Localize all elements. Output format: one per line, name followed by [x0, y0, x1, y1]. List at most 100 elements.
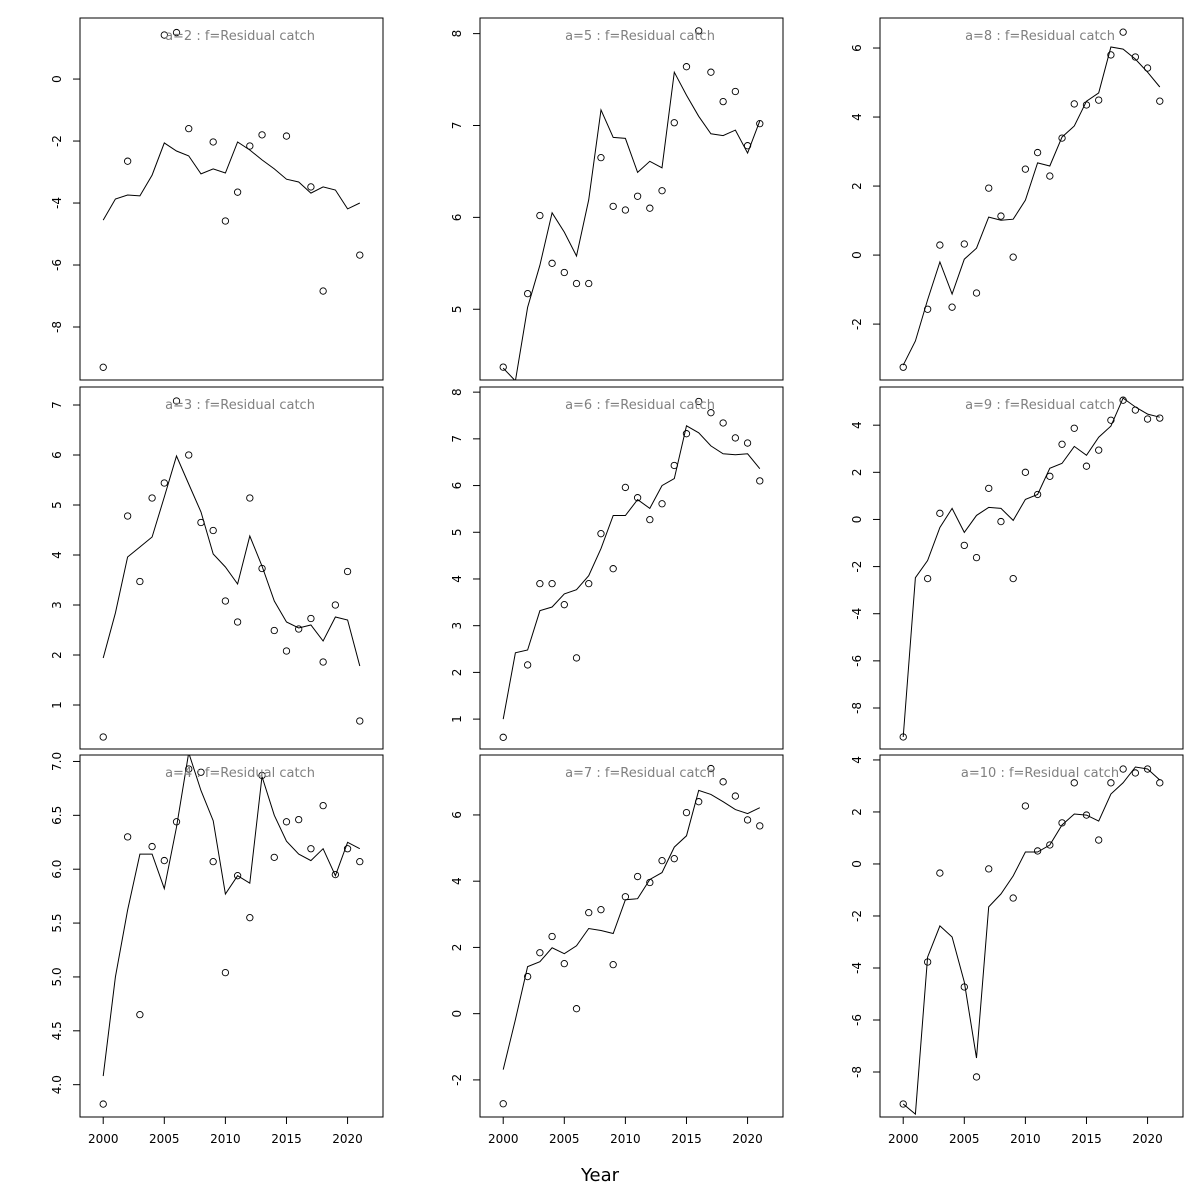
- observed-point: [1021, 802, 1030, 810]
- y-tick-label: 2: [50, 651, 64, 659]
- observed-point: [743, 439, 752, 447]
- observed-point: [523, 289, 532, 298]
- observed-point: [209, 526, 217, 535]
- panel-4: a=5 : f=Residual catch 5 6 7 8: [450, 17, 784, 381]
- observed-point: [560, 601, 568, 609]
- observed-point: [523, 972, 532, 981]
- observed-point: [548, 259, 556, 267]
- observed-point: [270, 626, 278, 635]
- observed-point: [572, 1005, 581, 1013]
- observed-point: [356, 858, 364, 866]
- observed-point: [197, 518, 205, 527]
- observed-point: [972, 289, 981, 297]
- y-tick-label: -8: [850, 1066, 864, 1078]
- observed-point: [1095, 446, 1103, 454]
- observed-point: [1009, 894, 1017, 902]
- fitted-line: [102, 141, 361, 221]
- observed-point: [123, 833, 132, 841]
- x-tick-label: 2010: [210, 1132, 241, 1146]
- observed-point: [1131, 769, 1140, 777]
- panel-8: a=9 : f=Residual catch -8 -6 -4 -2 0 2 4: [850, 386, 1184, 750]
- observed-point: [923, 958, 932, 966]
- y-tick-label: -4: [50, 197, 64, 209]
- observed-point: [331, 601, 340, 609]
- observed-point: [233, 188, 242, 196]
- observed-point: [585, 279, 593, 288]
- x-tick-label: 2010: [610, 1132, 641, 1146]
- observed-point: [221, 597, 230, 605]
- observed-point: [209, 858, 217, 866]
- y-tick-label: 3: [450, 622, 464, 630]
- x-tick-label: 2015: [271, 1132, 302, 1146]
- observed-point: [295, 815, 303, 824]
- y-tick-label: -6: [850, 1014, 864, 1026]
- observed-point: [1119, 765, 1127, 773]
- observed-point: [160, 479, 168, 487]
- observed-point: [646, 878, 654, 887]
- observed-point: [899, 1100, 907, 1108]
- observed-point: [972, 553, 981, 562]
- y-tick-label: 1: [450, 715, 464, 723]
- observed-point: [707, 764, 715, 773]
- panel-title: a=7 : f=Residual catch: [565, 766, 715, 781]
- observed-point: [1021, 165, 1030, 173]
- observed-point: [1082, 811, 1091, 819]
- x-tick-label: 2015: [1071, 1132, 1102, 1146]
- observed-point: [1058, 134, 1066, 142]
- observed-point: [731, 87, 740, 96]
- observed-point: [1131, 53, 1140, 61]
- observed-point: [185, 765, 193, 773]
- observed-point: [997, 517, 1005, 526]
- y-tick-label: 8: [450, 30, 464, 38]
- observed-point: [185, 124, 193, 133]
- y-tick-label: 4: [850, 756, 864, 764]
- observed-point: [719, 778, 727, 786]
- observed-point: [1046, 172, 1054, 180]
- observed-point: [633, 494, 642, 502]
- observed-point: [1009, 253, 1017, 261]
- y-tick-label: 2: [850, 468, 864, 476]
- panel-plot-area: [499, 397, 764, 741]
- y-tick-label: 6: [450, 214, 464, 222]
- panel-plot-area: [99, 397, 364, 741]
- observed-point: [719, 419, 727, 427]
- observed-point: [523, 661, 532, 669]
- observed-point: [172, 28, 181, 37]
- fitted-line: [502, 70, 761, 380]
- x-tick-label: 2020: [1132, 1132, 1163, 1146]
- y-tick-label: 7: [450, 435, 464, 443]
- observed-point: [282, 818, 291, 826]
- observed-point: [1070, 779, 1078, 787]
- y-tick-label: -2: [850, 561, 864, 573]
- y-tick-label: 6: [50, 451, 64, 459]
- panel-9: a=10 : f=Residual catch -8 -6 -4 -2 0 2 4 2000 20…: [850, 754, 1184, 1146]
- y-tick-label: 4.5: [50, 1021, 64, 1040]
- panel-title: a=9 : f=Residual catch: [965, 398, 1115, 413]
- observed-point: [936, 869, 944, 877]
- observed-point: [560, 960, 568, 968]
- observed-point: [756, 120, 764, 128]
- observed-point: [597, 906, 605, 914]
- panel-title: a=4 : f=Residual catch: [165, 766, 315, 781]
- fitted-line: [902, 46, 1161, 366]
- observed-point: [1009, 574, 1017, 583]
- observed-point: [99, 1100, 107, 1108]
- y-tick-label: -2: [50, 135, 64, 147]
- observed-point: [319, 658, 327, 666]
- y-tick-label: 0: [850, 860, 864, 868]
- observed-point: [670, 855, 678, 863]
- observed-point: [1119, 396, 1127, 404]
- observed-point: [1131, 406, 1140, 414]
- observed-point: [258, 771, 266, 780]
- fitted-line: [502, 425, 761, 720]
- observed-point: [923, 305, 932, 313]
- fitted-line: [502, 789, 761, 1070]
- panel-plot-area: [99, 755, 364, 1108]
- observed-point: [356, 251, 364, 259]
- panel-plot-area: [99, 28, 364, 371]
- observed-point: [99, 733, 107, 741]
- observed-point: [1058, 440, 1066, 448]
- y-tick-label: -2: [850, 910, 864, 922]
- fitted-line: [902, 766, 1161, 1116]
- observed-point: [985, 484, 993, 492]
